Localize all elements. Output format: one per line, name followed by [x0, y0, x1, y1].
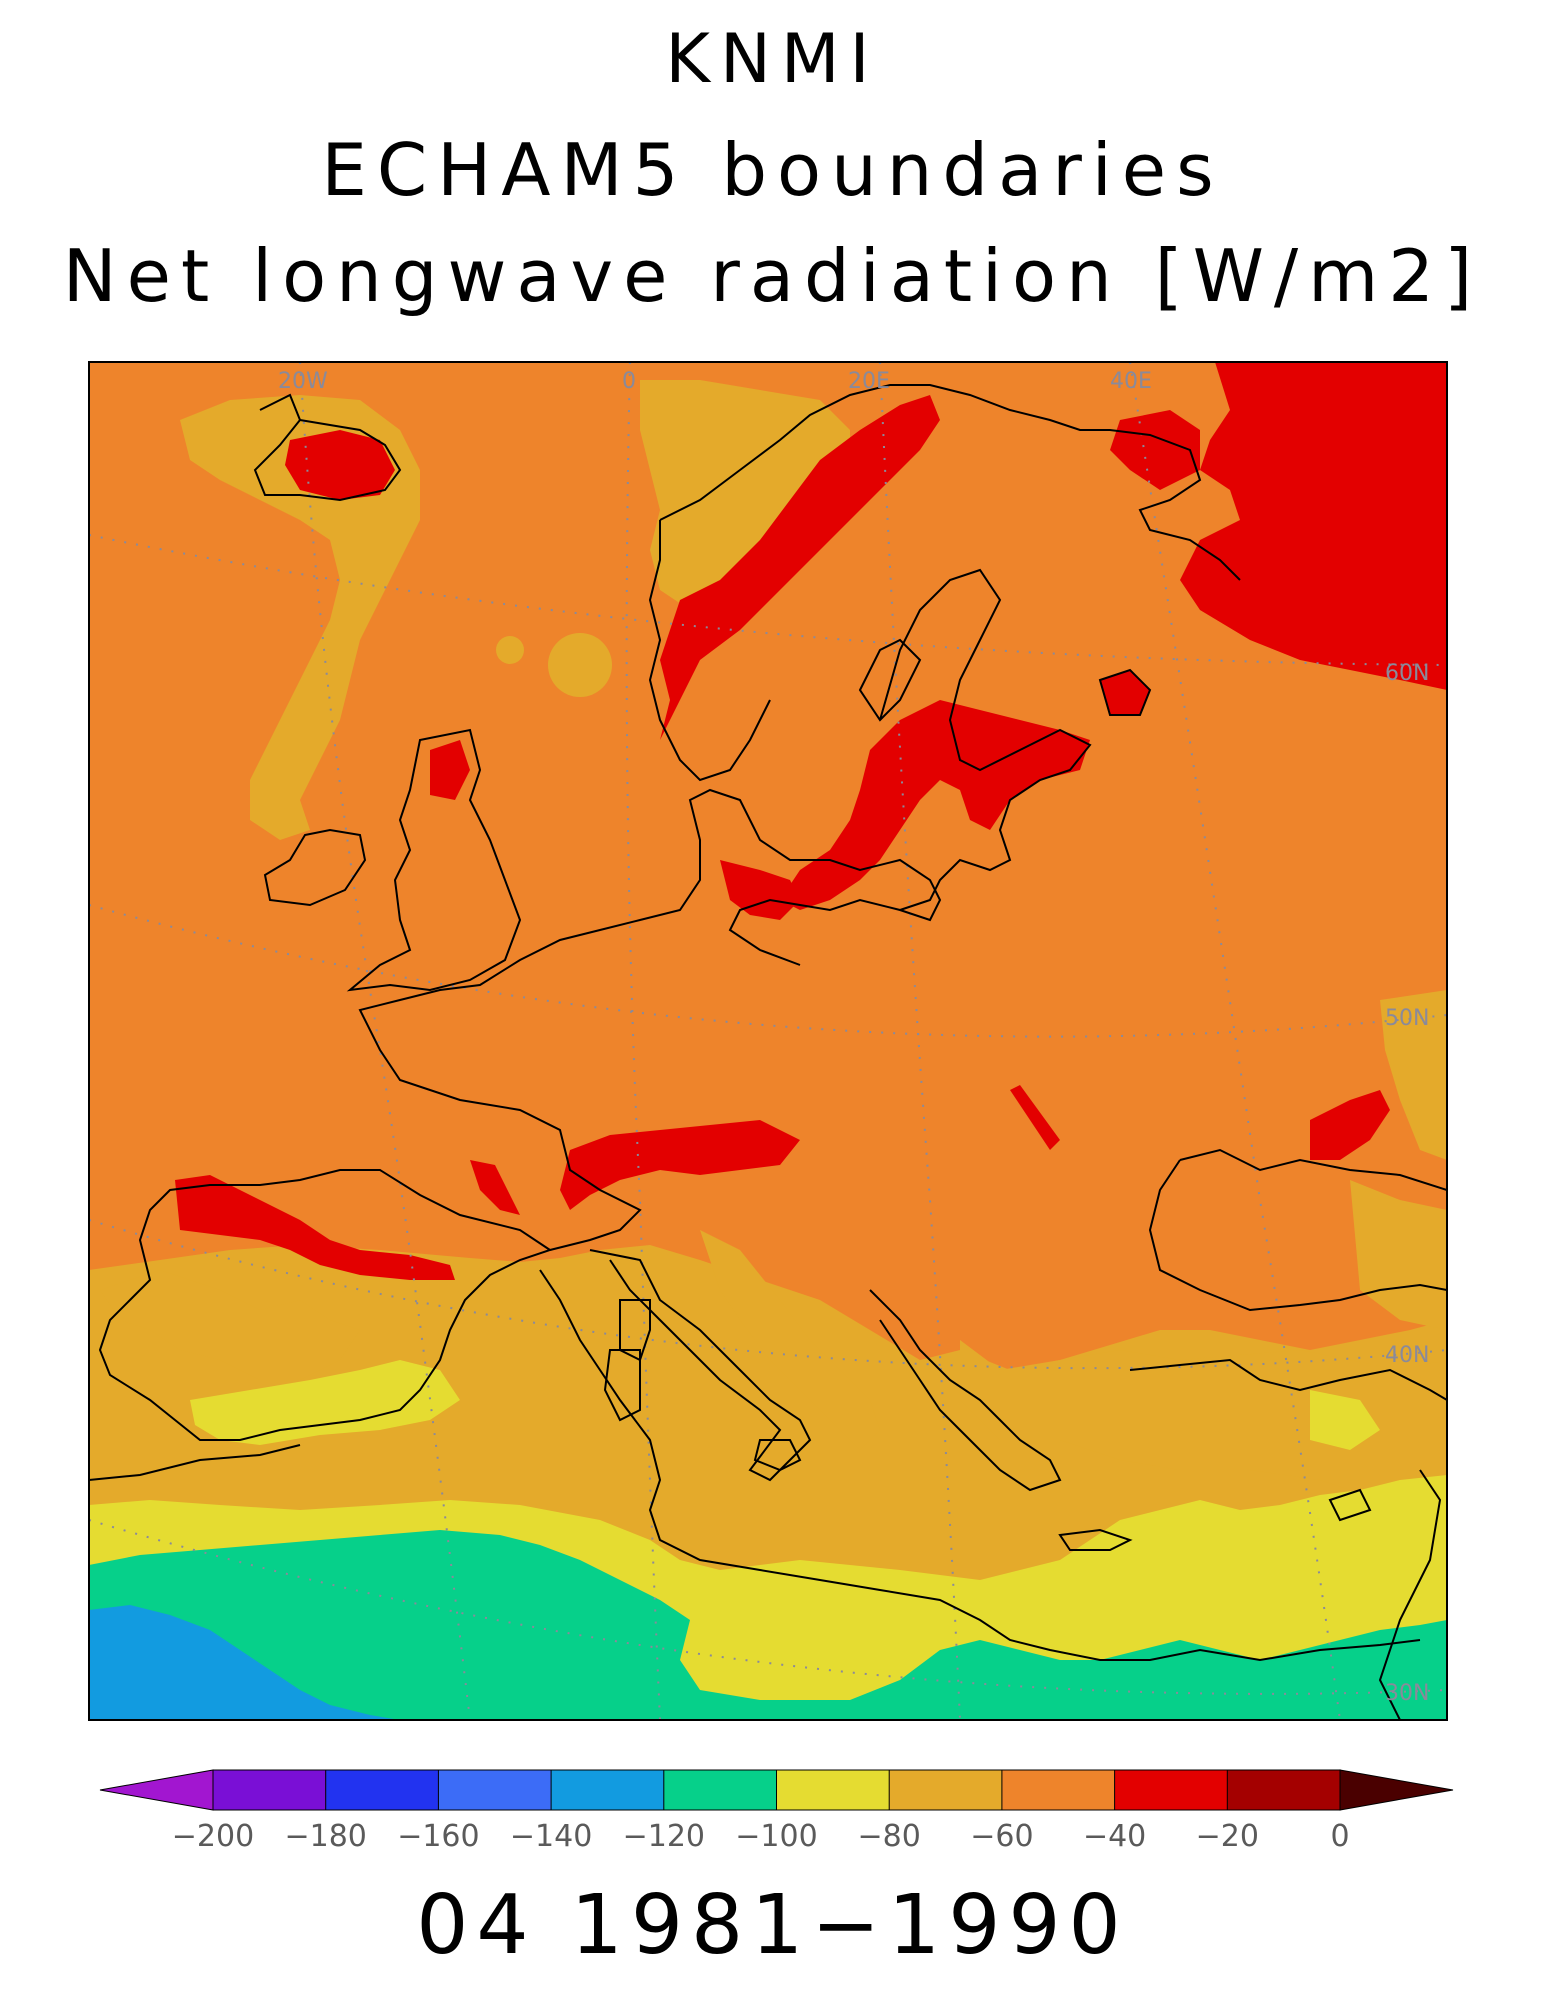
colorbar-tick-label: −200 — [172, 1819, 254, 1854]
band-140-120 — [89, 1605, 400, 1720]
meridian-label: 40E — [1110, 369, 1152, 394]
colorbar-band — [437, 1769, 553, 1811]
parallel-label: 40N — [1385, 1343, 1429, 1368]
map-field — [89, 362, 1447, 1720]
meridian-label: 0 — [622, 369, 636, 394]
colorbar-tick-label: −20 — [1196, 1819, 1259, 1854]
colorbar-band — [888, 1769, 1003, 1811]
colorbar-tick-label: −100 — [735, 1819, 817, 1854]
colorbar-tick-label: −180 — [284, 1819, 366, 1854]
colorbar-band — [212, 1769, 327, 1811]
meridian-labels: 20W 0 20E 40E — [278, 369, 1152, 394]
meridian-label: 20E — [848, 369, 890, 394]
colorbar-band — [1226, 1769, 1342, 1811]
band-120-100 — [89, 1530, 1447, 1720]
title-line-3: Net longwave radiation [W/m2] — [62, 234, 1483, 318]
colorbar-tick-labels: −200 −180 −160 −140 −120 −100 −80 −60 −40 −20 0 — [172, 1819, 1350, 1854]
colorbar-band — [550, 1769, 665, 1811]
meridian-label: 20W — [278, 369, 328, 394]
coastlines — [89, 384, 1447, 1720]
colorbar-tick-label: −120 — [623, 1819, 705, 1854]
parallel-label: 60N — [1385, 661, 1429, 686]
colorbar-over-arrow — [1339, 1769, 1454, 1811]
colorbar-band — [663, 1769, 778, 1811]
colorbar-tick-label: −160 — [397, 1819, 479, 1854]
title-line-1: KNMI — [665, 20, 880, 99]
colorbar-tick-label: −140 — [510, 1819, 592, 1854]
colorbar-tick-label: −60 — [970, 1819, 1033, 1854]
colorbar-bands — [212, 1769, 1342, 1811]
parallel-labels: 60N 50N 40N 30N — [1385, 661, 1429, 1706]
colorbar-tick-label: −80 — [858, 1819, 921, 1854]
colorbar-band — [1001, 1769, 1116, 1811]
colorbar-tick-label: −40 — [1083, 1819, 1146, 1854]
graticule — [89, 362, 1447, 1720]
parallel-label: 30N — [1385, 1681, 1429, 1706]
colorbar-tick-label: 0 — [1330, 1819, 1349, 1854]
colorbar-band — [776, 1769, 891, 1811]
colorbar-band — [325, 1769, 440, 1811]
period-label: 04 1981−1990 — [416, 1878, 1129, 1973]
parallel-label: 50N — [1385, 1006, 1429, 1031]
map-frame — [88, 361, 1448, 1721]
colorbar-under-arrow — [99, 1769, 214, 1811]
colorbar-band — [1114, 1769, 1229, 1811]
title-line-2: ECHAM5 boundaries — [321, 128, 1224, 212]
band-40-20 — [175, 362, 1447, 1280]
